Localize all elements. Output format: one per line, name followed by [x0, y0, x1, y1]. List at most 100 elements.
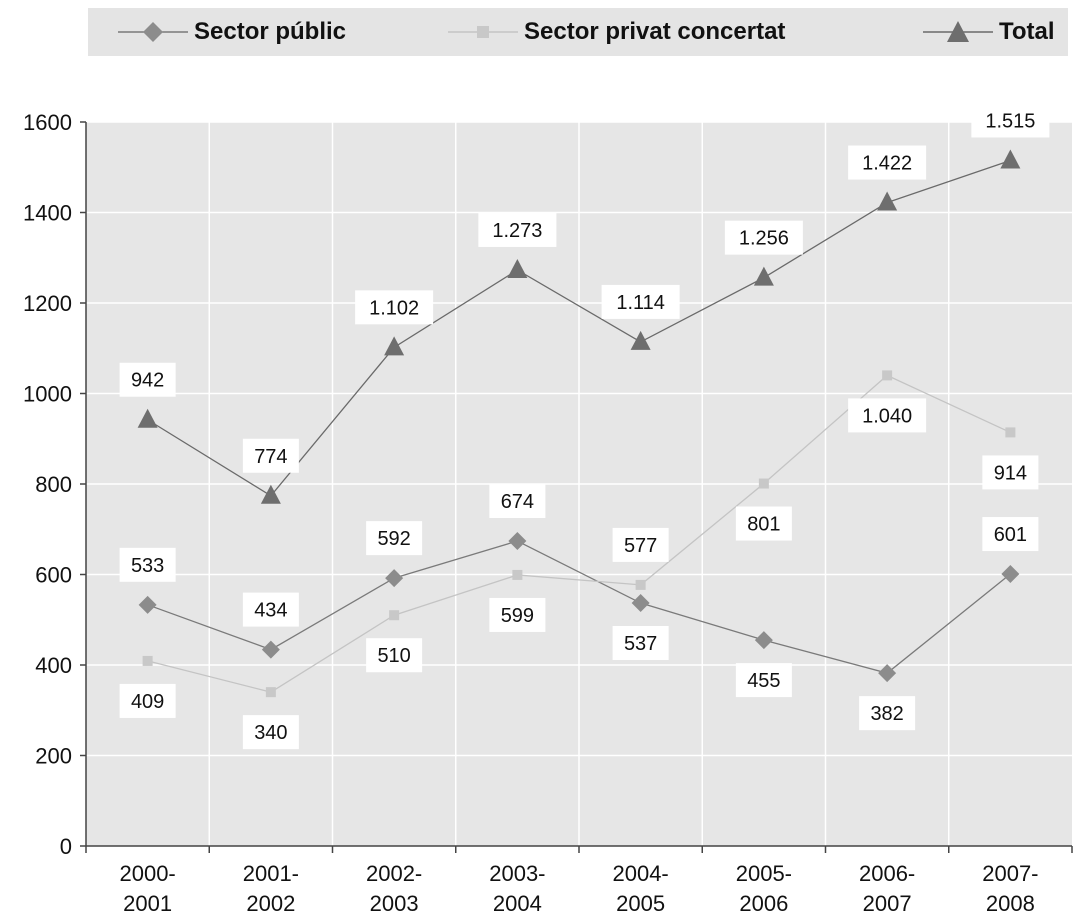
diamond-marker: [261, 640, 280, 659]
square-marker: [635, 579, 646, 590]
square-marker: [512, 569, 523, 580]
x-tick-label: 2006-2007: [859, 861, 915, 914]
data-label: 1.273: [492, 220, 542, 242]
square-marker: [882, 370, 893, 381]
diamond-marker: [1001, 565, 1020, 584]
data-label: 382: [870, 703, 903, 725]
data-label-box: [735, 663, 792, 698]
y-tick-label: 1400: [23, 201, 72, 226]
data-label: 1.256: [739, 228, 789, 250]
diamond-marker: [385, 569, 404, 588]
series-line-1: [147, 540, 1011, 674]
data-label: 942: [131, 370, 164, 392]
y-tick-label: 400: [35, 653, 72, 678]
triangle-marker: [753, 266, 774, 286]
data-label-box: [612, 626, 669, 661]
data-label: 601: [994, 524, 1027, 546]
legend-item-sector-public: Sector públic: [118, 8, 346, 56]
legend-item-total: Total: [923, 8, 1055, 56]
square-marker: [1005, 427, 1016, 438]
data-label-box: [489, 597, 546, 632]
data-label: 592: [377, 528, 410, 550]
data-label-box: [724, 220, 803, 255]
data-label: 1.114: [616, 292, 665, 314]
square-marker: [389, 610, 400, 621]
data-label: 510: [377, 645, 410, 667]
data-label-box: [601, 284, 680, 319]
triangle-marker: [260, 484, 281, 504]
x-tick-label: 2005-2006: [736, 861, 792, 914]
y-tick-label: 0: [60, 834, 72, 859]
data-label-box: [848, 398, 927, 433]
y-tick-label: 200: [35, 744, 72, 769]
data-label-box: [982, 455, 1039, 490]
data-label: 533: [131, 555, 164, 577]
triangle-marker: [137, 408, 158, 428]
data-label-box: [366, 638, 423, 673]
data-label-box: [971, 103, 1050, 138]
x-tick-label: 2003-2004: [489, 861, 545, 914]
data-label: 577: [624, 535, 657, 557]
series-line-2: [147, 374, 1011, 693]
triangle-marker-icon: [923, 21, 993, 42]
data-label: 340: [254, 722, 287, 744]
x-tick-label: 2001-2002: [243, 861, 299, 914]
triangle-marker: [877, 191, 898, 211]
data-label-box: [242, 592, 299, 627]
data-label: 1.515: [985, 110, 1035, 132]
data-label: 1.102: [369, 297, 419, 319]
chart-legend: Sector públic Sector privat concertat To…: [88, 8, 1068, 56]
x-tick-label: 2000-2001: [119, 861, 175, 914]
data-label: 409: [131, 691, 164, 713]
x-tick-label: 2004-2005: [612, 861, 668, 914]
data-label-box: [735, 506, 792, 541]
data-label: 801: [747, 514, 780, 536]
data-label: 455: [747, 670, 780, 692]
diamond-marker-icon: [118, 22, 188, 42]
y-tick-label: 600: [35, 563, 72, 588]
square-marker-icon: [448, 26, 518, 38]
data-label: 774: [254, 446, 287, 468]
data-label: 1.422: [862, 153, 912, 175]
data-label: 599: [501, 605, 534, 627]
diamond-marker: [631, 594, 650, 613]
data-label-box: [848, 145, 927, 180]
diamond-marker: [138, 595, 157, 614]
y-tick-label: 1000: [23, 382, 72, 407]
square-marker: [142, 655, 153, 666]
diamond-marker: [754, 631, 773, 650]
triangle-marker: [507, 258, 528, 278]
data-label-box: [242, 715, 299, 750]
data-label: 914: [994, 462, 1027, 484]
square-marker: [758, 478, 769, 489]
triangle-marker: [630, 330, 651, 350]
data-label-box: [119, 362, 176, 397]
diamond-marker: [878, 664, 897, 683]
data-label: 1.040: [862, 405, 912, 427]
x-tick-label: 2007-2008: [982, 861, 1038, 914]
legend-item-sector-privat: Sector privat concertat: [448, 8, 785, 56]
data-label: 674: [501, 491, 534, 513]
square-marker: [265, 687, 276, 698]
data-label-box: [119, 683, 176, 718]
data-label-box: [242, 438, 299, 473]
data-label-box: [859, 696, 916, 731]
y-tick-label: 800: [35, 472, 72, 497]
data-label-box: [366, 521, 423, 556]
triangle-marker: [1000, 149, 1021, 169]
data-label-box: [612, 527, 669, 562]
y-tick-label: 1600: [23, 110, 72, 135]
data-label: 434: [254, 600, 287, 622]
data-label-box: [982, 517, 1039, 552]
data-label-box: [478, 212, 557, 247]
legend-label-sector-public: Sector públic: [194, 18, 347, 45]
triangle-marker: [384, 336, 405, 356]
y-tick-label: 1200: [23, 291, 72, 316]
x-tick-label: 2002-2003: [366, 861, 422, 914]
data-label-box: [355, 290, 434, 325]
data-label-box: [119, 547, 176, 582]
diamond-marker: [508, 532, 527, 551]
data-label: 537: [624, 633, 657, 655]
data-label-box: [489, 484, 546, 519]
